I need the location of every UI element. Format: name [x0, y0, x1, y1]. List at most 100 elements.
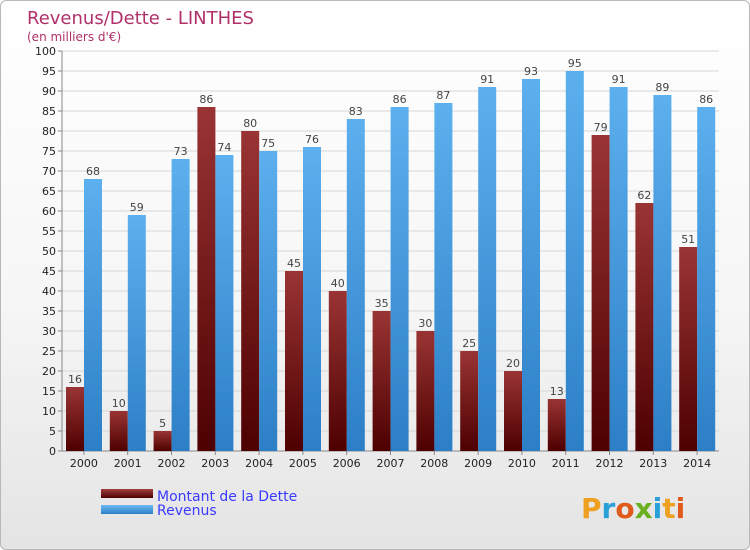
- data-label-revenus: 74: [217, 141, 231, 154]
- bar-revenus: [259, 151, 278, 451]
- data-label-dette: 13: [550, 385, 564, 398]
- data-label-revenus: 75: [261, 137, 275, 150]
- bar-revenus: [303, 147, 321, 451]
- x-tick-label: 2003: [201, 457, 229, 470]
- x-tick-label: 2010: [508, 457, 536, 470]
- data-label-revenus: 83: [349, 105, 363, 118]
- x-tick-label: 2012: [596, 457, 624, 470]
- bar-revenus: [346, 119, 365, 451]
- legend-swatch-dette: [101, 489, 153, 498]
- bar-dette: [416, 331, 435, 451]
- bar-dette: [109, 411, 128, 451]
- x-axis: 2000 2001 2002 2003 2004 2005 2006 2007 2008 2009…: [70, 451, 711, 470]
- bar-dette: [547, 399, 566, 451]
- legend-label-dette: Montant de la Dette: [157, 489, 297, 505]
- y-tick-label: 35: [42, 305, 56, 318]
- y-tick-label: 40: [42, 285, 56, 298]
- data-label-revenus: 86: [699, 93, 713, 106]
- data-label-revenus: 89: [655, 81, 669, 94]
- y-tick-label: 75: [42, 145, 56, 158]
- bar-revenus: [478, 87, 497, 451]
- x-tick-label: 2000: [70, 457, 98, 470]
- y-tick-label: 10: [42, 405, 56, 418]
- x-tick-label: 2004: [245, 457, 273, 470]
- bar-revenus: [127, 215, 146, 451]
- y-tick-label: 25: [42, 345, 56, 358]
- data-label-dette: 35: [375, 297, 389, 310]
- data-label-dette: 5: [159, 417, 166, 430]
- data-label-revenus: 95: [568, 57, 582, 70]
- x-tick-label: 2002: [158, 457, 186, 470]
- bar-revenus: [565, 71, 584, 451]
- data-label-dette: 16: [68, 373, 82, 386]
- data-label-revenus: 59: [130, 201, 144, 214]
- bar-dette: [197, 107, 216, 451]
- y-tick-label: 95: [42, 65, 56, 78]
- x-tick-label: 2006: [333, 457, 361, 470]
- bar-dette: [504, 371, 522, 451]
- proxiti-logo: Proxiti: [581, 492, 685, 525]
- bar-revenus: [653, 95, 672, 451]
- x-tick-label: 2005: [289, 457, 317, 470]
- x-tick-label: 2013: [639, 457, 667, 470]
- y-tick-label: 15: [42, 385, 56, 398]
- data-label-dette: 51: [681, 233, 695, 246]
- data-label-dette: 20: [506, 357, 520, 370]
- chart-subtitle: (en milliers d'€): [27, 30, 121, 44]
- y-tick-label: 55: [42, 225, 56, 238]
- y-tick-label: 80: [42, 125, 56, 138]
- data-label-revenus: 87: [436, 89, 450, 102]
- y-tick-label: 65: [42, 185, 56, 198]
- data-label-dette: 80: [243, 117, 257, 130]
- y-axis: 0 5 10 15 20 25 30 35 40 45 50 55 60 65 70 75 80 85 90 95 10…: [35, 45, 63, 458]
- chart-title: Revenus/Dette - LINTHES: [27, 8, 254, 29]
- data-label-dette: 25: [462, 337, 476, 350]
- x-tick-label: 2007: [377, 457, 405, 470]
- y-tick-label: 0: [49, 445, 56, 458]
- bar-dette: [679, 247, 698, 451]
- legend-label-revenus: Revenus: [157, 503, 217, 519]
- bar-dette: [372, 311, 391, 451]
- bar-revenus: [390, 107, 409, 451]
- legend: Montant de la Dette Revenus: [101, 489, 297, 519]
- data-labels: 1668105957386748075457640833586308725912…: [68, 57, 713, 430]
- bars: [66, 71, 716, 451]
- data-label-dette: 10: [112, 397, 126, 410]
- bar-dette: [328, 291, 347, 451]
- bar-dette: [591, 135, 610, 451]
- x-tick-label: 2011: [552, 457, 580, 470]
- bar-dette: [285, 271, 303, 451]
- bar-revenus: [171, 159, 190, 451]
- bar-revenus: [522, 79, 540, 451]
- bar-revenus: [609, 87, 628, 451]
- bar-dette: [66, 387, 84, 451]
- data-label-revenus: 73: [174, 145, 188, 158]
- bar-revenus: [215, 155, 234, 451]
- bar-dette: [153, 431, 172, 451]
- bar-dette: [635, 203, 654, 451]
- data-label-dette: 86: [199, 93, 213, 106]
- bar-revenus: [434, 103, 453, 451]
- x-tick-label: 2009: [464, 457, 492, 470]
- data-label-dette: 79: [594, 121, 608, 134]
- bar-dette: [460, 351, 479, 451]
- svg-text:Proxiti: Proxiti: [581, 492, 685, 525]
- y-tick-label: 70: [42, 165, 56, 178]
- y-tick-label: 60: [42, 205, 56, 218]
- bar-revenus: [697, 107, 716, 451]
- bar-revenus: [84, 179, 102, 451]
- y-tick-label: 20: [42, 365, 56, 378]
- data-label-revenus: 68: [86, 165, 100, 178]
- data-label-dette: 30: [418, 317, 432, 330]
- data-label-revenus: 76: [305, 133, 319, 146]
- data-label-revenus: 86: [393, 93, 407, 106]
- x-tick-label: 2008: [420, 457, 448, 470]
- data-label-dette: 40: [331, 277, 345, 290]
- data-label-dette: 62: [637, 189, 651, 202]
- data-label-revenus: 93: [524, 65, 538, 78]
- legend-swatch-revenus: [101, 505, 153, 514]
- y-tick-label: 50: [42, 245, 56, 258]
- y-tick-label: 5: [49, 425, 56, 438]
